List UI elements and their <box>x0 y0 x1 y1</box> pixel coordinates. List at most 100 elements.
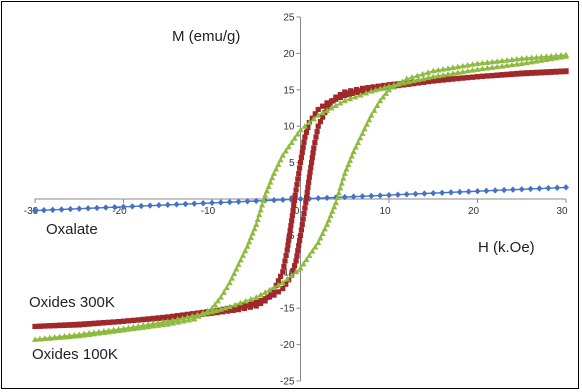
data-point <box>56 334 63 340</box>
data-point <box>449 70 456 76</box>
data-point <box>247 304 253 310</box>
data-point <box>513 61 520 67</box>
data-point <box>538 70 545 76</box>
data-point <box>297 232 304 238</box>
data-point <box>352 143 359 150</box>
data-point <box>217 199 224 206</box>
data-point <box>265 183 272 190</box>
data-point <box>305 184 311 190</box>
data-point <box>335 189 342 196</box>
data-point <box>359 193 366 200</box>
data-point <box>111 319 117 325</box>
data-point <box>528 70 535 76</box>
data-point <box>288 139 295 145</box>
data-point <box>287 227 293 234</box>
data-point <box>253 294 260 300</box>
data-point <box>543 69 549 76</box>
data-point <box>368 192 375 200</box>
data-point <box>129 203 136 210</box>
data-point <box>235 198 242 205</box>
data-point <box>300 144 306 150</box>
data-point <box>454 63 461 70</box>
data-point <box>440 71 447 78</box>
data-point <box>249 300 255 307</box>
data-point <box>460 75 466 81</box>
data-point <box>301 210 307 217</box>
data-point <box>106 319 112 326</box>
data-point <box>315 123 321 129</box>
data-point <box>195 313 202 319</box>
data-point <box>519 71 525 77</box>
data-point <box>340 175 347 181</box>
data-point <box>52 323 58 329</box>
data-point <box>292 263 298 269</box>
data-point <box>200 200 207 207</box>
data-point <box>445 77 451 83</box>
data-point <box>93 204 100 212</box>
data-point <box>275 278 281 284</box>
data-point <box>513 55 520 62</box>
data-point <box>328 104 335 111</box>
data-point <box>138 202 145 210</box>
data-point <box>155 202 162 209</box>
data-point <box>474 60 481 66</box>
data-point <box>95 330 102 336</box>
data-point <box>269 174 276 181</box>
data-point <box>290 267 296 274</box>
data-point <box>390 81 397 88</box>
data-point <box>209 308 215 315</box>
data-point <box>291 202 297 209</box>
data-point <box>309 155 315 161</box>
data-point <box>254 216 261 223</box>
data-point <box>307 169 313 175</box>
data-point <box>223 284 230 290</box>
data-point <box>295 176 301 182</box>
data-point <box>240 303 246 309</box>
x-tick-label: -10 <box>201 206 216 217</box>
data-point <box>315 195 322 202</box>
data-point <box>350 148 357 155</box>
data-point <box>474 188 481 195</box>
data-point <box>371 107 378 113</box>
data-point <box>246 238 253 245</box>
data-point <box>288 272 295 278</box>
data-point <box>346 91 352 98</box>
data-point <box>46 335 53 341</box>
data-point <box>284 275 291 282</box>
data-point <box>279 196 286 203</box>
data-point <box>226 198 233 206</box>
data-point <box>302 134 308 140</box>
data-point <box>66 333 73 340</box>
data-point <box>337 94 343 101</box>
data-point <box>85 205 92 212</box>
data-point <box>543 56 550 62</box>
data-point <box>504 72 510 78</box>
data-point <box>232 301 239 308</box>
data-point <box>244 243 251 249</box>
data-point <box>220 289 227 295</box>
data-point <box>237 256 244 263</box>
data-point <box>102 204 109 211</box>
data-point <box>394 191 401 198</box>
data-point <box>303 194 310 201</box>
data-point <box>554 184 561 191</box>
data-point <box>538 53 545 60</box>
data-point <box>247 234 254 240</box>
data-point <box>361 125 368 132</box>
data-point <box>275 289 281 295</box>
data-point <box>297 195 304 203</box>
data-point <box>410 77 417 84</box>
data-point <box>435 77 441 84</box>
data-point <box>231 270 238 277</box>
data-point <box>348 152 355 159</box>
data-point <box>366 116 373 123</box>
data-point <box>345 161 352 168</box>
data-point <box>341 170 348 176</box>
data-point <box>58 206 65 213</box>
data-point <box>465 75 471 81</box>
data-point <box>484 59 491 65</box>
data-point <box>489 64 496 70</box>
data-point <box>303 256 310 263</box>
data-point <box>536 185 543 192</box>
data-point <box>492 187 499 194</box>
